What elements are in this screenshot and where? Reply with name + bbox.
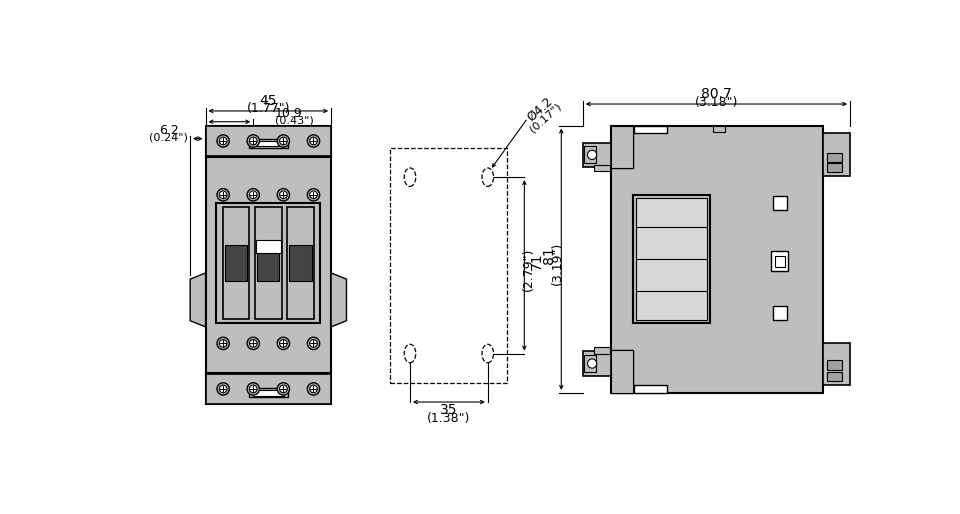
Bar bbox=[773, 196, 787, 210]
Text: 71: 71 bbox=[530, 253, 543, 270]
Bar bbox=[827, 372, 842, 381]
Circle shape bbox=[310, 137, 318, 145]
Polygon shape bbox=[190, 273, 205, 327]
Text: (3.19"): (3.19") bbox=[551, 242, 564, 285]
Circle shape bbox=[247, 337, 259, 350]
Bar bbox=[583, 351, 612, 376]
Bar bbox=[205, 374, 331, 403]
Text: (1.77"): (1.77") bbox=[247, 102, 290, 115]
Bar bbox=[827, 162, 842, 172]
Bar bbox=[713, 125, 725, 132]
Bar bbox=[612, 351, 633, 393]
Text: 6.2: 6.2 bbox=[158, 124, 179, 137]
Circle shape bbox=[277, 135, 290, 147]
Circle shape bbox=[279, 340, 287, 347]
Text: 80.7: 80.7 bbox=[701, 87, 732, 101]
Circle shape bbox=[219, 137, 227, 145]
Circle shape bbox=[277, 337, 290, 350]
Text: 45: 45 bbox=[259, 94, 277, 108]
Bar bbox=[252, 141, 284, 146]
Ellipse shape bbox=[482, 344, 493, 363]
Text: (0.43"): (0.43") bbox=[275, 116, 313, 126]
Text: 10.9: 10.9 bbox=[275, 107, 302, 120]
Text: (2.79"): (2.79") bbox=[521, 248, 535, 291]
Ellipse shape bbox=[404, 168, 416, 187]
Circle shape bbox=[307, 383, 320, 395]
Circle shape bbox=[247, 135, 259, 147]
Bar bbox=[205, 126, 331, 403]
Bar bbox=[636, 198, 707, 320]
Text: (0.17"): (0.17") bbox=[528, 101, 564, 135]
Circle shape bbox=[250, 137, 257, 145]
Circle shape bbox=[250, 385, 257, 393]
Bar bbox=[635, 125, 667, 133]
Circle shape bbox=[279, 137, 287, 145]
Circle shape bbox=[277, 383, 290, 395]
Bar bbox=[249, 388, 288, 397]
Circle shape bbox=[219, 340, 227, 347]
Text: (3.18"): (3.18") bbox=[695, 96, 738, 109]
Circle shape bbox=[279, 385, 287, 393]
Circle shape bbox=[277, 189, 290, 201]
Bar bbox=[823, 133, 850, 176]
Polygon shape bbox=[331, 273, 347, 327]
Bar bbox=[612, 125, 633, 168]
Circle shape bbox=[588, 150, 597, 159]
Bar bbox=[223, 207, 250, 319]
Bar bbox=[583, 142, 612, 167]
Bar bbox=[612, 125, 633, 168]
Bar bbox=[612, 351, 633, 393]
Text: 81: 81 bbox=[542, 246, 556, 264]
Circle shape bbox=[217, 337, 229, 350]
Bar bbox=[612, 125, 823, 393]
Bar bbox=[633, 195, 709, 323]
Circle shape bbox=[247, 189, 259, 201]
Circle shape bbox=[247, 383, 259, 395]
Bar bbox=[225, 245, 247, 281]
Bar bbox=[252, 391, 284, 396]
Circle shape bbox=[217, 135, 229, 147]
Circle shape bbox=[219, 191, 227, 198]
Bar bbox=[635, 385, 667, 393]
Circle shape bbox=[250, 191, 257, 198]
Bar bbox=[827, 153, 842, 162]
Circle shape bbox=[307, 337, 320, 350]
Circle shape bbox=[310, 191, 318, 198]
Ellipse shape bbox=[482, 168, 493, 187]
Bar bbox=[249, 139, 288, 148]
Bar bbox=[771, 251, 787, 271]
Circle shape bbox=[307, 135, 320, 147]
Circle shape bbox=[250, 340, 257, 347]
Circle shape bbox=[588, 359, 597, 368]
Bar bbox=[254, 207, 282, 319]
Bar bbox=[585, 146, 596, 163]
Text: 35: 35 bbox=[440, 403, 458, 417]
Bar bbox=[594, 347, 610, 354]
Text: (0.24"): (0.24") bbox=[149, 133, 188, 143]
Bar bbox=[216, 203, 321, 323]
Bar bbox=[205, 126, 331, 156]
Bar bbox=[256, 240, 280, 252]
Circle shape bbox=[217, 189, 229, 201]
Circle shape bbox=[307, 189, 320, 201]
Bar bbox=[290, 245, 312, 281]
Bar bbox=[823, 343, 850, 385]
Bar bbox=[287, 207, 314, 319]
Circle shape bbox=[217, 383, 229, 395]
Circle shape bbox=[310, 385, 318, 393]
Bar bbox=[827, 360, 842, 370]
Circle shape bbox=[219, 385, 227, 393]
Bar bbox=[776, 256, 784, 266]
Text: Ø4.2: Ø4.2 bbox=[524, 95, 555, 124]
Bar bbox=[257, 245, 279, 281]
Circle shape bbox=[279, 191, 287, 198]
Bar bbox=[391, 148, 508, 383]
Text: (1.38"): (1.38") bbox=[427, 412, 470, 425]
Bar bbox=[585, 355, 596, 372]
Ellipse shape bbox=[404, 344, 416, 363]
Circle shape bbox=[310, 340, 318, 347]
Bar bbox=[773, 306, 787, 320]
Bar bbox=[594, 165, 610, 171]
